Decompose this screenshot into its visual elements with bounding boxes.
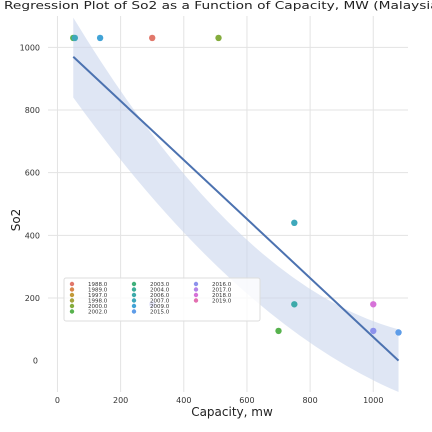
legend-label-12: 2016.0 — [212, 282, 232, 288]
data-point-9 — [370, 301, 377, 308]
legend-marker-13 — [193, 287, 199, 292]
y-tick-label-2: 600 — [25, 169, 40, 178]
legend-label-2: 1997.0 — [88, 293, 108, 299]
y-tick-label-1: 400 — [25, 231, 40, 240]
data-point-2 — [96, 34, 104, 42]
legend-marker-5 — [69, 309, 75, 314]
data-point-6 — [275, 327, 282, 335]
legend-label-4: 2000.0 — [88, 304, 108, 310]
legend-label-1: 1989.0 — [88, 288, 108, 294]
legend-label-10: 2009.0 — [150, 304, 170, 310]
legend-box — [63, 277, 261, 322]
data-point-4 — [215, 34, 222, 42]
chart-title: Regression Plot of So2 as a Function of … — [4, 0, 432, 12]
y-tick-label-zero: 0 — [33, 357, 38, 366]
y-tick-label-4: 1000 — [20, 43, 40, 52]
legend-marker-10 — [131, 303, 137, 309]
legend-marker-12 — [193, 281, 199, 287]
data-point-10 — [370, 327, 377, 335]
legend-label-11: 2015.0 — [150, 310, 170, 316]
x-tick-label-4: 800 — [302, 396, 317, 405]
legend-label-8: 2006.0 — [150, 293, 170, 299]
legend-marker-2 — [69, 292, 75, 298]
x-tick-label-3: 600 — [239, 396, 254, 405]
legend-marker-8 — [131, 292, 137, 298]
x-tick-label-1: 200 — [113, 396, 128, 405]
legend-marker-4 — [69, 303, 75, 309]
x-tick-label-5: 1000 — [363, 396, 383, 405]
y-axis-label: So2 — [9, 209, 23, 232]
legend-label-7: 2004.0 — [150, 288, 170, 294]
regression-line — [72, 56, 400, 362]
legend-marker-6 — [131, 281, 137, 287]
legend-label-0: 1988.0 — [88, 282, 108, 288]
legend-label-14: 2018.0 — [212, 293, 232, 299]
legend-marker-15 — [193, 298, 199, 303]
legend-marker-3 — [69, 298, 75, 303]
data-point-11 — [395, 329, 402, 336]
legend-marker-9 — [131, 298, 137, 303]
legend-label-13: 2017.0 — [212, 288, 232, 294]
legend-marker-0 — [69, 281, 75, 287]
data-point-8 — [291, 301, 298, 308]
x-tick-label-0: 0 — [55, 396, 60, 405]
y-tick-label-0: 200 — [25, 294, 40, 303]
legend-label-6: 2003.0 — [150, 282, 170, 288]
tick-labels: 0 200 400 600 800 1000 200 400 600 800 1000 0 — [20, 43, 384, 405]
legend-label-9: 2007.0 — [150, 299, 170, 305]
data-point-3 — [149, 34, 156, 42]
legend-marker-7 — [131, 287, 137, 292]
legend-marker-11 — [131, 309, 137, 314]
x-axis-label: Capacity, mw — [191, 405, 273, 419]
y-tick-label-3: 800 — [25, 106, 40, 115]
data-point-1 — [71, 34, 79, 42]
legend-marker-1 — [69, 287, 75, 292]
x-tick-label-2: 400 — [176, 396, 191, 405]
data-point-7 — [291, 219, 298, 226]
confidence-band — [73, 17, 399, 392]
legend-label-15: 2019.0 — [212, 299, 232, 305]
legend-label-5: 2002.0 — [88, 310, 108, 316]
legend-marker-14 — [193, 292, 199, 298]
legend-label-3: 1998.0 — [88, 299, 108, 305]
